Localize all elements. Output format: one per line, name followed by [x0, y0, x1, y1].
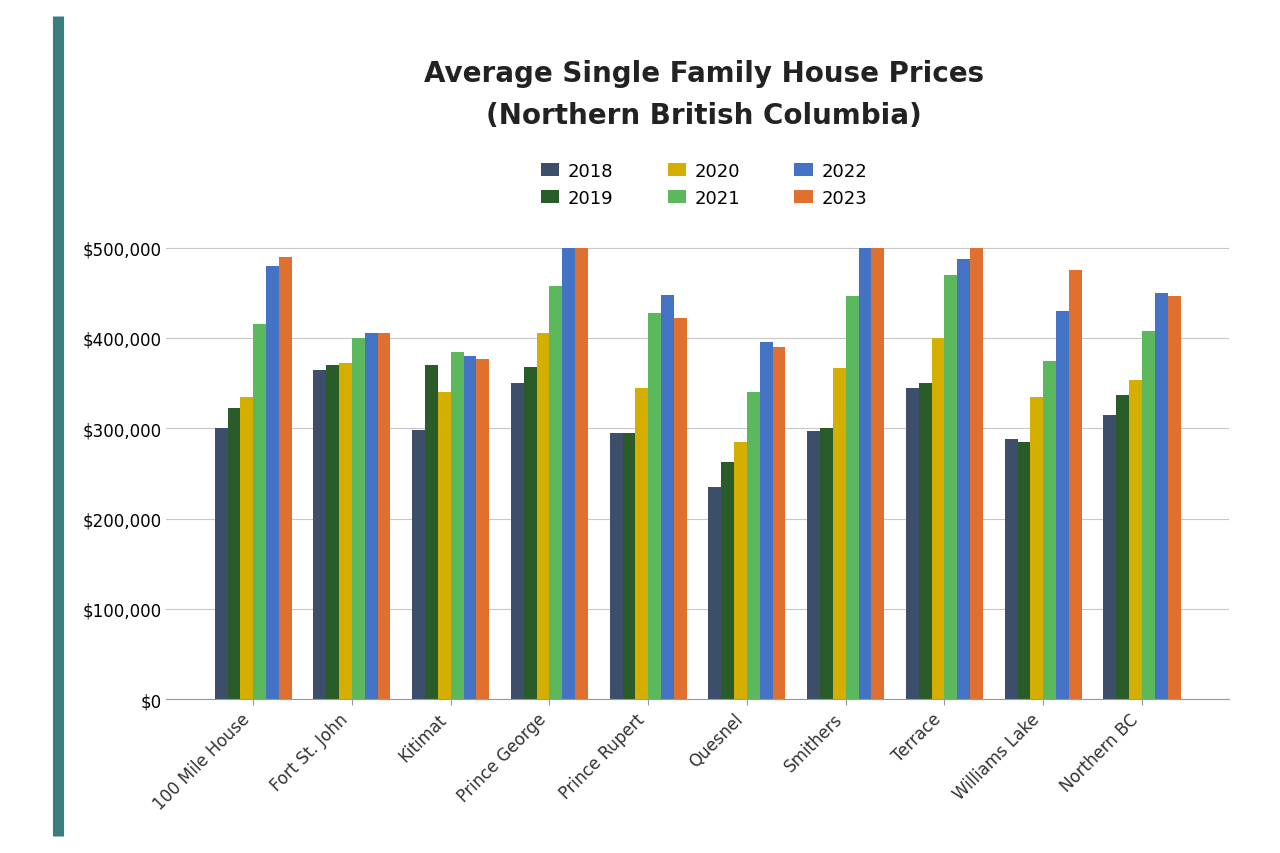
Bar: [425, 366, 438, 699]
Bar: [760, 343, 773, 699]
Bar: [1155, 293, 1167, 699]
Bar: [314, 370, 326, 699]
Bar: [1129, 381, 1142, 699]
Bar: [575, 248, 588, 699]
Bar: [635, 388, 648, 699]
Bar: [365, 334, 378, 699]
Bar: [846, 296, 859, 699]
Bar: [1030, 397, 1043, 699]
Bar: [463, 357, 476, 699]
Bar: [562, 248, 575, 699]
Bar: [1167, 296, 1180, 699]
Bar: [872, 248, 884, 699]
Bar: [932, 339, 945, 699]
Bar: [241, 397, 253, 699]
Bar: [412, 431, 425, 699]
Bar: [957, 260, 970, 699]
Bar: [833, 368, 846, 699]
Bar: [660, 295, 673, 699]
Bar: [722, 462, 735, 699]
Bar: [1056, 311, 1069, 699]
Bar: [1103, 415, 1116, 699]
Bar: [708, 487, 722, 699]
Bar: [859, 248, 872, 699]
Bar: [524, 368, 536, 699]
Bar: [945, 276, 957, 699]
Bar: [266, 266, 279, 699]
Bar: [808, 432, 820, 699]
Bar: [511, 384, 524, 699]
Bar: [622, 433, 635, 699]
Bar: [906, 388, 919, 699]
Bar: [438, 392, 451, 699]
Bar: [253, 325, 266, 699]
Bar: [773, 348, 786, 699]
Bar: [326, 366, 339, 699]
Bar: [279, 258, 292, 699]
Bar: [536, 334, 549, 699]
Bar: [1043, 361, 1056, 699]
Bar: [1069, 271, 1082, 699]
Bar: [215, 429, 228, 699]
Bar: [970, 248, 983, 699]
Bar: [919, 384, 932, 699]
Bar: [451, 352, 463, 699]
Bar: [820, 429, 833, 699]
Bar: [352, 339, 365, 699]
Bar: [378, 334, 390, 699]
Bar: [549, 287, 562, 699]
Bar: [673, 319, 687, 699]
Bar: [648, 313, 660, 699]
Bar: [1142, 331, 1155, 699]
Bar: [748, 392, 760, 699]
Bar: [476, 359, 489, 699]
Bar: [1018, 443, 1030, 699]
Bar: [735, 443, 748, 699]
Bar: [1116, 396, 1129, 699]
Text: (Northern British Columbia): (Northern British Columbia): [486, 102, 922, 131]
Legend: 2018, 2019, 2020, 2021, 2022, 2023: 2018, 2019, 2020, 2021, 2022, 2023: [540, 163, 868, 207]
Bar: [339, 364, 352, 699]
Bar: [228, 408, 241, 699]
Bar: [1005, 439, 1018, 699]
Text: Average Single Family House Prices: Average Single Family House Prices: [424, 60, 984, 88]
Bar: [609, 433, 622, 699]
